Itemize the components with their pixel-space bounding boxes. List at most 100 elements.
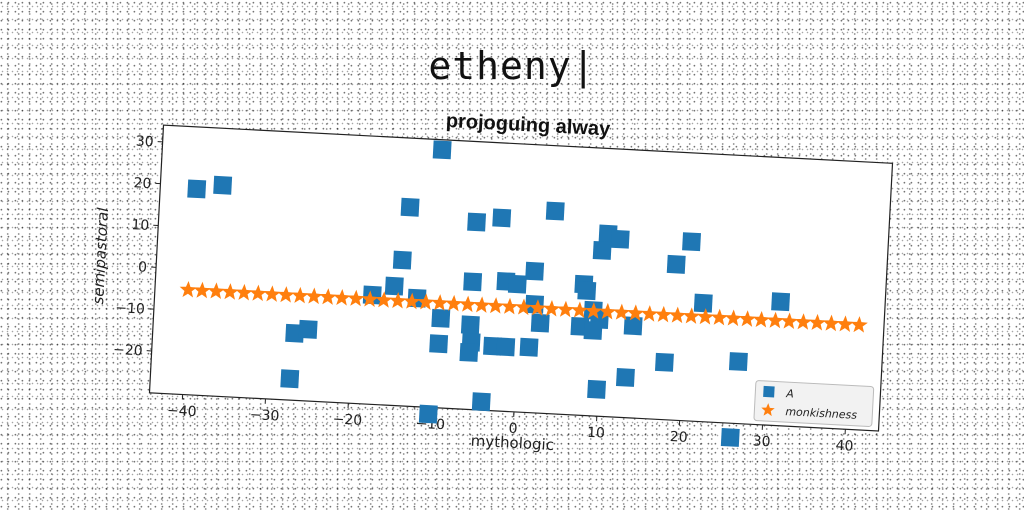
data-point-star xyxy=(850,316,868,333)
page-title: etheny| xyxy=(428,44,596,88)
data-point-star xyxy=(682,307,701,324)
data-point-square xyxy=(187,179,207,199)
data-point-star xyxy=(403,292,421,310)
data-point-square xyxy=(460,315,480,335)
data-point-star xyxy=(235,283,253,301)
legend-star-marker xyxy=(761,403,775,417)
data-point-square xyxy=(384,276,404,296)
data-point-square xyxy=(471,392,491,412)
data-point-square xyxy=(507,274,527,294)
data-point-star xyxy=(766,311,784,329)
data-point-star xyxy=(655,305,673,323)
data-point-star xyxy=(515,298,533,316)
data-point-square xyxy=(519,337,539,357)
data-point-square xyxy=(432,140,452,160)
data-point-star xyxy=(459,295,477,313)
data-point-star xyxy=(305,287,323,305)
data-point-square xyxy=(583,321,603,340)
data-point-star xyxy=(724,309,743,327)
data-point-star xyxy=(277,286,295,303)
data-point-star xyxy=(389,291,407,309)
data-point-star xyxy=(445,294,463,312)
x-tick-label: 0 xyxy=(508,421,518,437)
data-point-square xyxy=(467,212,487,232)
data-point-star xyxy=(291,286,309,304)
legend-label-monkishness: monkishness xyxy=(785,405,858,422)
data-point-square xyxy=(525,261,545,281)
x-axis-label: mythologic xyxy=(470,432,554,454)
data-point-star xyxy=(794,313,812,330)
data-point-square xyxy=(492,208,512,228)
data-point-square xyxy=(682,232,701,252)
y-axis-label: semipastoral xyxy=(89,206,112,305)
data-point-square xyxy=(693,293,713,313)
x-tick-label: 30 xyxy=(752,433,771,450)
data-point-star xyxy=(207,282,225,299)
data-point-star xyxy=(193,281,211,299)
y-tick-label: 20 xyxy=(133,175,152,192)
data-point-star xyxy=(571,301,589,319)
data-point-star xyxy=(543,300,561,317)
data-point-star xyxy=(179,280,197,298)
y-tick-label: −10 xyxy=(115,300,145,318)
data-point-square xyxy=(213,175,233,195)
data-point-star xyxy=(375,291,393,308)
data-point-square xyxy=(577,281,597,301)
data-point-square xyxy=(429,334,449,354)
data-point-star xyxy=(738,310,756,327)
data-point-star xyxy=(822,314,840,332)
data-point-star xyxy=(696,308,715,325)
x-tick-label: 10 xyxy=(587,425,606,442)
data-point-square xyxy=(418,404,438,424)
data-point-square xyxy=(610,229,630,249)
data-point-star xyxy=(627,304,645,321)
x-tick-label: 40 xyxy=(835,438,854,455)
data-point-square xyxy=(587,379,607,399)
data-point-square xyxy=(298,319,318,339)
data-point-star xyxy=(361,290,379,308)
chart-title: projoguing alway xyxy=(445,110,611,141)
data-point-star xyxy=(249,284,267,302)
y-tick-label: 10 xyxy=(131,217,150,234)
data-point-square xyxy=(463,272,483,292)
data-point-star xyxy=(557,300,575,318)
data-point-star xyxy=(710,308,729,326)
x-tick-label: 20 xyxy=(669,429,688,446)
y-tick-label: 30 xyxy=(135,133,154,150)
data-point-star xyxy=(431,294,449,311)
data-point-star xyxy=(333,289,351,306)
data-point-star xyxy=(599,302,617,320)
data-point-star xyxy=(613,303,631,321)
data-point-star xyxy=(529,299,547,316)
data-point-star xyxy=(221,283,239,300)
data-point-square xyxy=(545,201,565,221)
data-point-square xyxy=(280,369,300,389)
data-point-square xyxy=(459,343,479,362)
data-point-square xyxy=(431,308,451,328)
data-point-square xyxy=(530,313,550,333)
data-point-star xyxy=(808,313,826,331)
y-tick-label: −20 xyxy=(113,342,143,360)
data-point-star xyxy=(347,289,365,307)
data-point-square xyxy=(771,292,791,312)
data-point-square xyxy=(496,337,516,357)
data-point-square xyxy=(400,197,420,217)
legend: A monkishness xyxy=(753,380,875,427)
data-point-square xyxy=(720,428,740,447)
x-tick-label: −30 xyxy=(249,407,279,425)
data-point-star xyxy=(669,306,687,324)
data-point-star xyxy=(487,297,505,314)
data-point-star xyxy=(473,296,491,313)
data-point-star xyxy=(417,293,435,310)
data-point-star xyxy=(585,302,603,319)
y-tick-label: 0 xyxy=(138,259,148,275)
legend-box xyxy=(753,380,875,427)
data-point-square xyxy=(666,254,686,274)
data-points xyxy=(179,140,868,447)
data-point-square xyxy=(592,240,612,260)
plot-area: projoguing alway −40 −30 −20 −10 0 10 20 30 40 −2… xyxy=(89,110,894,455)
data-point-square xyxy=(615,367,635,387)
data-point-star xyxy=(501,297,519,315)
